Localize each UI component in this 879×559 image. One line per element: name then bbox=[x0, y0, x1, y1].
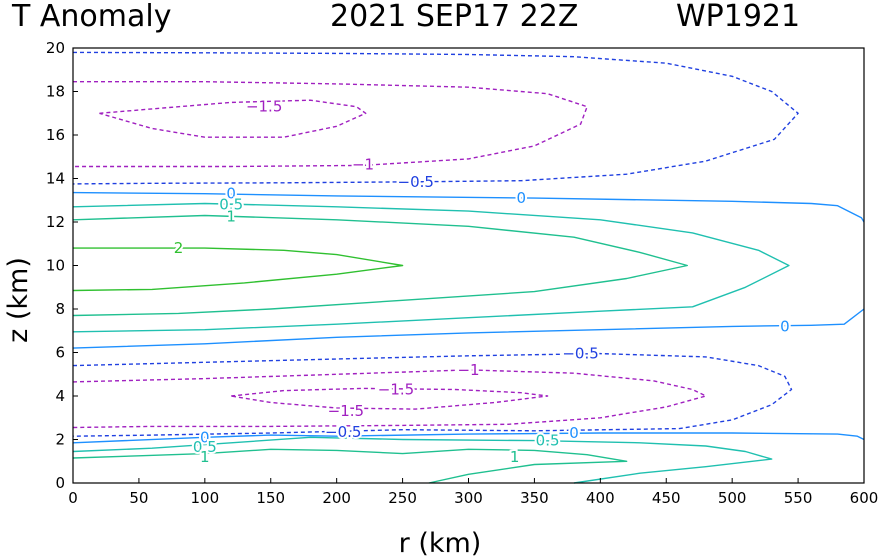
contour-lines bbox=[72, 51, 865, 484]
title-datetime: 2021 SEP17 22Z bbox=[330, 0, 578, 34]
x-tick-label: 550 bbox=[784, 489, 813, 507]
contour-label: −0.5 bbox=[398, 173, 434, 191]
x-axis-label: r (km) bbox=[399, 528, 482, 559]
contour-label: −0.5 bbox=[562, 345, 598, 363]
y-tick-label: 18 bbox=[46, 83, 65, 101]
y-axis-label: z (km) bbox=[3, 257, 34, 343]
contour-line-zero bbox=[72, 432, 865, 444]
contour-line-pos05 bbox=[72, 436, 773, 484]
contour-line-pos05 bbox=[72, 202, 790, 333]
x-tick-label: 300 bbox=[454, 489, 483, 507]
contour-label: 1 bbox=[226, 208, 236, 226]
contour-line-pos2 bbox=[72, 247, 404, 292]
y-tick-label: 6 bbox=[55, 344, 65, 362]
y-tick-label: 8 bbox=[55, 300, 65, 318]
contour-label: 0 bbox=[780, 317, 790, 335]
contour-label: −1.5 bbox=[378, 380, 414, 398]
contour-label: −1.5 bbox=[246, 98, 282, 116]
y-tick-label: 20 bbox=[46, 39, 65, 57]
title-variable: T Anomaly bbox=[11, 0, 171, 34]
contour-label: 2 bbox=[174, 239, 184, 257]
y-tick-label: 4 bbox=[55, 387, 65, 405]
contour-line-neg05 bbox=[72, 51, 799, 185]
axis-ticks: 0 50 100 150 200 250 300 350 400 450 500 550 6000246… bbox=[46, 39, 878, 507]
contour-label: −1.5 bbox=[328, 402, 364, 420]
y-tick-label: 10 bbox=[46, 257, 65, 275]
x-tick-label: 0 bbox=[68, 489, 78, 507]
contour-label: 0.5 bbox=[219, 196, 243, 214]
contour-line-pos1 bbox=[72, 214, 688, 317]
contour-line-neg15 bbox=[231, 387, 549, 410]
contour-label: −1 bbox=[352, 155, 374, 173]
y-tick-label: 16 bbox=[46, 126, 65, 144]
x-tick-label: 100 bbox=[191, 489, 220, 507]
contour-label: 0 bbox=[226, 185, 236, 203]
contour-label: 0 bbox=[569, 424, 579, 442]
x-tick-label: 600 bbox=[850, 489, 879, 507]
title-storm-id: WP1921 bbox=[676, 0, 800, 34]
plot-frame bbox=[72, 47, 865, 484]
contour-label: 0 bbox=[200, 428, 210, 446]
x-tick-label: 350 bbox=[520, 489, 549, 507]
contour-label: −0.5 bbox=[325, 423, 361, 441]
x-tick-label: 450 bbox=[652, 489, 681, 507]
x-tick-label: 250 bbox=[388, 489, 417, 507]
contour-label: 0.5 bbox=[193, 438, 217, 456]
contour-label: 0.5 bbox=[536, 432, 560, 450]
contour-line-zero bbox=[72, 191, 865, 223]
contour-line-neg05 bbox=[72, 352, 793, 437]
x-tick-label: 150 bbox=[256, 489, 285, 507]
contour-label: 1 bbox=[510, 448, 520, 466]
contour-label: 0 bbox=[516, 189, 526, 207]
contour-line-pos1 bbox=[72, 448, 628, 484]
x-tick-label: 50 bbox=[129, 489, 148, 507]
y-tick-label: 12 bbox=[46, 213, 65, 231]
x-tick-label: 400 bbox=[586, 489, 615, 507]
x-tick-label: 500 bbox=[718, 489, 747, 507]
contour-label: −1 bbox=[457, 361, 479, 379]
y-tick-label: 14 bbox=[46, 170, 65, 188]
contour-line-neg15 bbox=[99, 99, 367, 138]
contour-line-zero bbox=[72, 308, 865, 349]
y-tick-label: 2 bbox=[55, 431, 65, 449]
contour-line-neg1 bbox=[73, 80, 588, 168]
y-tick-label: 0 bbox=[55, 474, 65, 492]
x-tick-label: 200 bbox=[322, 489, 351, 507]
contour-line-neg1 bbox=[72, 369, 707, 429]
contour-label: 1 bbox=[200, 448, 210, 466]
